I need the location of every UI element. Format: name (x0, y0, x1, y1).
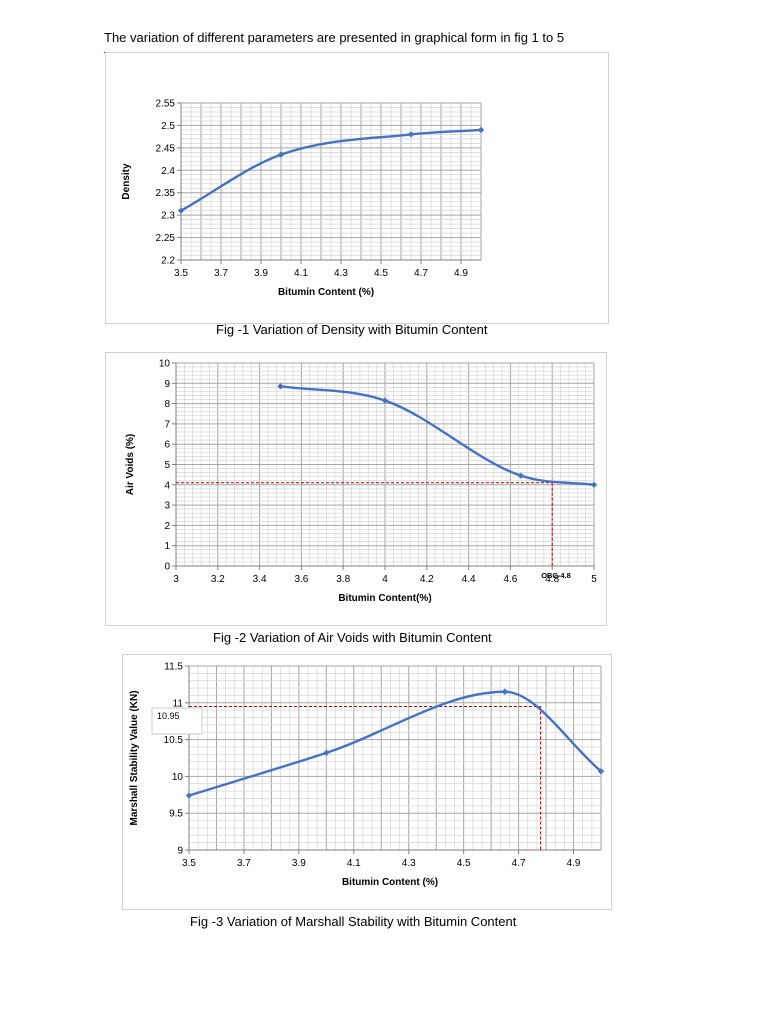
y-tick-label: 11 (173, 698, 184, 709)
y-tick-label: 2.25 (156, 233, 176, 244)
x-tick-label: 3.7 (214, 268, 228, 279)
y-axis-title: Density (121, 163, 132, 200)
y-tick-label: 2.5 (161, 121, 175, 132)
x-tick-label: 3 (173, 574, 179, 585)
x-tick-label: 4.2 (420, 574, 434, 585)
intro-text: The variation of different parameters ar… (104, 30, 565, 45)
data-point (501, 688, 509, 695)
data-point (381, 397, 389, 404)
y-tick-label: 2.55 (156, 99, 176, 110)
x-tick-label: 5 (591, 574, 597, 585)
x-tick-label: 4.8 (545, 574, 559, 585)
y-tick-label: 2.45 (156, 143, 176, 154)
y-tick-label: 3 (164, 501, 170, 512)
x-tick-label: 4.1 (294, 268, 308, 279)
x-axis-title: Bitumin Content (%) (278, 287, 374, 298)
data-point (517, 472, 525, 479)
marshall-stability-chart: 3.5 3.7 3.9 4.1 4.3 4.5 4.7 4.9 9 9.5 10 10.5 11 11.5… (122, 654, 612, 910)
series-line (180, 128, 482, 212)
air-voids-chart: 3 3.2 3.4 3.6 3.8 4 4.2 4.4 4.6 4.8 5 0 1 2 3 4 5 6 7 8 9 10 B… (105, 352, 607, 626)
density-chart: 3.5 3.7 3.9 4.1 4.3 4.5 4.7 4.9 2.2 2.25 2.3 2.35 2.… (105, 52, 609, 324)
y-tick-label: 2 (164, 521, 170, 532)
y-tick-label: 10 (172, 772, 184, 783)
data-point (323, 749, 330, 757)
x-tick-label: 4.9 (454, 268, 468, 279)
density-chart-svg: 3.5 3.7 3.9 4.1 4.3 4.5 4.7 4.9 2.2 2.25 2.3 2.35 2.… (121, 99, 485, 298)
data-point (277, 383, 284, 390)
annotation-label: OBC-4.8 (541, 571, 571, 580)
chart-grid (175, 362, 595, 567)
x-axis-title: Bitumin Content(%) (338, 593, 431, 604)
y-tick-label: 7 (164, 419, 170, 430)
figure-3-caption: Fig -3 Variation of Marshall Stability w… (190, 914, 517, 929)
x-tick-label: 3.6 (294, 574, 308, 585)
marshall-stability-chart-svg: 3.5 3.7 3.9 4.1 4.3 4.5 4.7 4.9 9 9.5 10 10.5 11 11.5… (129, 662, 605, 888)
y-tick-label: 5 (164, 460, 170, 471)
air-voids-chart-svg: 3 3.2 3.4 3.6 3.8 4 4.2 4.4 4.6 4.8 5 0 1 2 3 4 5 6 7 8 9 10 B… (125, 359, 598, 605)
annotation-label: 10.95 (157, 711, 180, 721)
data-point (597, 768, 605, 775)
x-tick-label: 4.1 (347, 858, 361, 869)
x-axis-title: Bitumin Content (%) (342, 877, 438, 888)
x-tick-label: 3.8 (336, 574, 350, 585)
series-line (188, 690, 602, 797)
x-tick-label: 3.9 (292, 858, 306, 869)
y-tick-label: 4 (164, 480, 170, 491)
y-axis-title: Air Voids (%) (125, 434, 136, 495)
chart-grid (180, 102, 482, 261)
x-tick-label: 4.6 (503, 574, 517, 585)
x-tick-label: 4.7 (414, 268, 428, 279)
data-point (407, 131, 415, 138)
figure-1-caption: Fig -1 Variation of Density with Bitumin… (216, 322, 488, 337)
y-tick-label: 2.35 (156, 188, 176, 199)
y-tick-label: 2.3 (161, 211, 175, 222)
y-tick-label: 6 (164, 440, 170, 451)
y-tick-label: 8 (164, 399, 170, 410)
y-tick-label: 0 (164, 562, 170, 573)
x-tick-label: 4.5 (374, 268, 388, 279)
x-tick-label: 4.7 (512, 858, 526, 869)
y-tick-label: 9 (177, 846, 183, 857)
x-tick-label: 3.4 (253, 574, 267, 585)
y-tick-label: 2.2 (161, 256, 175, 267)
y-tick-label: 9.5 (169, 809, 183, 820)
x-tick-label: 3.7 (237, 858, 251, 869)
x-tick-label: 4.4 (462, 574, 476, 585)
data-point (477, 126, 485, 134)
y-axis-title: Marshall Stability Value (KN) (129, 690, 140, 825)
x-tick-label: 4.5 (457, 858, 471, 869)
chart-grid (188, 665, 602, 851)
x-tick-label: 4.9 (567, 858, 581, 869)
data-point (185, 792, 193, 799)
series-line (280, 385, 595, 486)
figure-2-caption: Fig -2 Variation of Air Voids with Bitum… (213, 630, 492, 645)
y-tick-label: 2.4 (161, 166, 175, 177)
y-tick-label: 10 (159, 359, 171, 370)
x-tick-label: 4 (382, 574, 388, 585)
x-tick-label: 4.3 (402, 858, 416, 869)
x-tick-label: 3.5 (182, 858, 196, 869)
x-tick-label: 3.5 (174, 268, 188, 279)
y-tick-label: 10.5 (164, 735, 184, 746)
data-point (277, 151, 285, 158)
x-tick-label: 4.3 (334, 268, 348, 279)
y-tick-label: 1 (164, 541, 170, 552)
x-tick-label: 3.9 (254, 268, 268, 279)
data-point (590, 481, 598, 488)
y-tick-label: 9 (164, 379, 170, 390)
y-tick-label: 11.5 (164, 662, 183, 673)
x-tick-label: 3.2 (211, 574, 225, 585)
annotation-box (151, 707, 203, 735)
